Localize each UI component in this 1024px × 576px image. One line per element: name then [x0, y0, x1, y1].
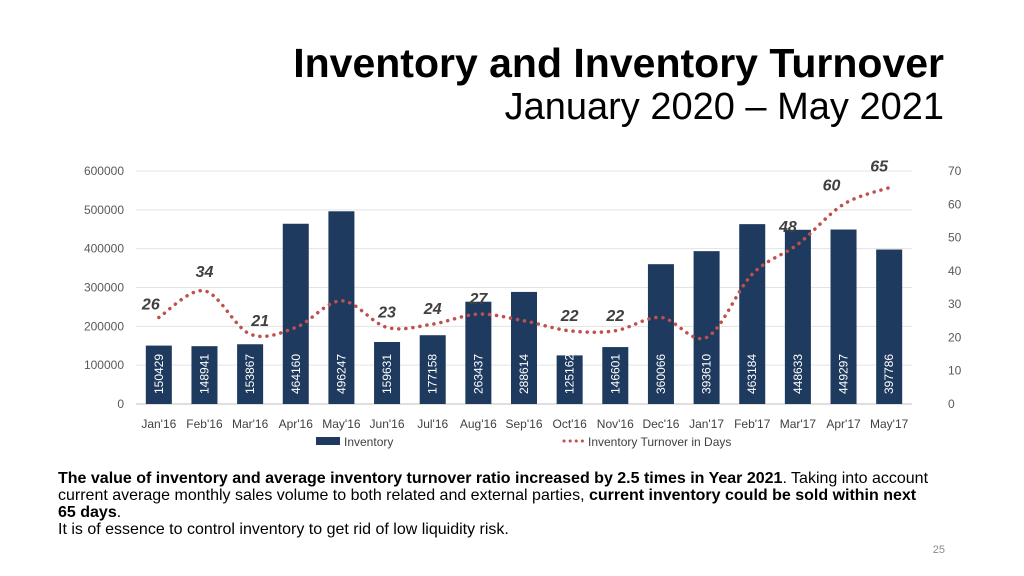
x-axis-tick: Feb'16 [186, 417, 223, 431]
caption-bold-2: current inventory could be sold within n… [58, 487, 917, 521]
right-axis-tick: 0 [948, 397, 955, 411]
left-axis-tick: 500000 [84, 203, 124, 217]
inventory-bar [191, 346, 218, 404]
turnover-data-label: 26 [141, 296, 160, 313]
inventory-bar [693, 251, 720, 404]
left-axis-tick: 0 [117, 397, 124, 411]
inventory-bar-label: 153867 [243, 354, 257, 394]
x-axis-tick: Jan'17 [689, 417, 724, 431]
inventory-chart: 150429 148941 153867 464160 496247 159631 1771… [84, 159, 962, 449]
x-axis-tick: Feb'17 [734, 417, 771, 431]
turnover-data-label: 23 [377, 304, 396, 321]
inventory-bar [328, 211, 355, 404]
inventory-bar-label: 464160 [289, 354, 303, 394]
x-axis-tick: Aug'16 [460, 417, 497, 431]
caption-text-1: . Taking into account current average mo… [58, 470, 929, 504]
left-axis-tick: 200000 [84, 319, 124, 333]
x-axis-tick: Jun'16 [370, 417, 405, 431]
inventory-bar [784, 229, 811, 404]
turnover-line: 26 34 21 23 24 27 22 22 48 60 65 [141, 159, 891, 341]
x-axis-tick: Sep'16 [506, 417, 543, 431]
legend-swatch-inventory [316, 437, 340, 445]
legend-label-turnover: Inventory Turnover in Days [588, 435, 731, 449]
inventory-bar-label: 449297 [837, 354, 851, 394]
caption-bold-1: The value of inventory and average inven… [58, 470, 783, 487]
inventory-bar [145, 345, 172, 404]
right-axis-tick: 20 [948, 330, 962, 344]
x-axis-tick: Jul'16 [417, 417, 448, 431]
inventory-bar [419, 335, 446, 404]
inventory-bar [876, 249, 903, 404]
left-axis-tick: 100000 [84, 358, 124, 372]
turnover-data-label: 65 [870, 159, 889, 176]
inventory-bar-label: 496247 [334, 354, 348, 394]
turnover-data-label: 34 [196, 264, 214, 281]
left-axis-tick: 400000 [84, 242, 124, 256]
inventory-bar-label: 150429 [152, 354, 166, 394]
x-axis-tick: Apr'16 [279, 417, 314, 431]
x-axis-tick: Mar'16 [232, 417, 269, 431]
x-axis-tick: Mar'17 [780, 417, 817, 431]
inventory-bar [830, 229, 857, 404]
axes: 0 100000 200000 300000 400000 500000 600000 0 10… [84, 164, 962, 431]
inventory-bar [602, 347, 629, 404]
inventory-bar-label: 397786 [882, 354, 896, 394]
x-axis-tick: Apr'17 [826, 417, 861, 431]
right-axis-tick: 30 [948, 297, 962, 311]
inventory-bar [374, 342, 401, 404]
x-axis-tick: Nov'16 [597, 417, 634, 431]
caption-text-2: . [116, 504, 122, 521]
turnover-data-label: 27 [468, 291, 488, 308]
inventory-bar-label: 463184 [745, 354, 759, 394]
x-axis-tick: May'16 [322, 417, 361, 431]
right-axis-tick: 40 [948, 264, 962, 278]
inventory-bar-label: 288614 [517, 354, 531, 394]
x-axis-tick: Jan'16 [141, 417, 176, 431]
caption-line-2: It is of essence to control inventory to… [58, 521, 509, 538]
right-axis-tick: 50 [948, 231, 962, 245]
turnover-data-label: 21 [250, 313, 269, 330]
inventory-bar-label: 177158 [426, 354, 440, 394]
slide-title: Inventory and Inventory Turnover [293, 40, 944, 86]
turnover-line-path [157, 185, 891, 341]
slide-caption: The value of inventory and average inven… [58, 470, 928, 538]
turnover-data-label: 60 [823, 177, 841, 194]
inventory-bar-label: 263437 [471, 354, 485, 394]
slide-subtitle: January 2020 – May 2021 [504, 86, 944, 128]
left-axis-tick: 300000 [84, 281, 124, 295]
inventory-bar [282, 223, 309, 404]
inventory-bar-label: 159631 [380, 354, 394, 394]
inventory-bar-label: 448633 [791, 354, 805, 394]
right-axis-tick: 10 [948, 364, 962, 378]
inventory-bar-label: 146601 [608, 354, 622, 394]
inventory-bar-label: 360066 [654, 354, 668, 394]
turnover-data-label: 24 [423, 301, 442, 318]
turnover-data-label: 22 [605, 308, 624, 325]
right-axis-tick: 60 [948, 197, 962, 211]
right-axis-tick: 70 [948, 164, 962, 178]
turnover-data-label: 22 [560, 308, 579, 325]
inventory-bar-label: 393610 [700, 354, 714, 394]
x-axis-tick: Dec'16 [642, 417, 679, 431]
turnover-data-label: 48 [778, 219, 797, 236]
inventory-bar [465, 301, 492, 404]
page-number: 25 [932, 544, 945, 556]
inventory-bar [510, 291, 538, 404]
legend-label-inventory: Inventory [344, 435, 393, 449]
inventory-bar [237, 344, 264, 404]
inventory-bars: 150429 148941 153867 464160 496247 159631 1771… [145, 211, 903, 404]
x-axis-tick: May'17 [870, 417, 909, 431]
inventory-bar [647, 264, 674, 404]
inventory-bar [556, 355, 583, 404]
inventory-bar-label: 125162 [563, 354, 577, 394]
chart-legend: Inventory Inventory Turnover in Days [316, 435, 731, 449]
inventory-bar-label: 148941 [197, 354, 211, 394]
x-axis-tick: Oct'16 [552, 417, 587, 431]
inventory-bar [739, 224, 766, 404]
left-axis-tick: 600000 [84, 164, 124, 178]
